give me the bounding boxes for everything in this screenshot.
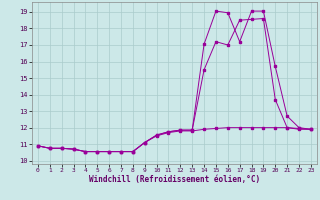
X-axis label: Windchill (Refroidissement éolien,°C): Windchill (Refroidissement éolien,°C) — [89, 175, 260, 184]
